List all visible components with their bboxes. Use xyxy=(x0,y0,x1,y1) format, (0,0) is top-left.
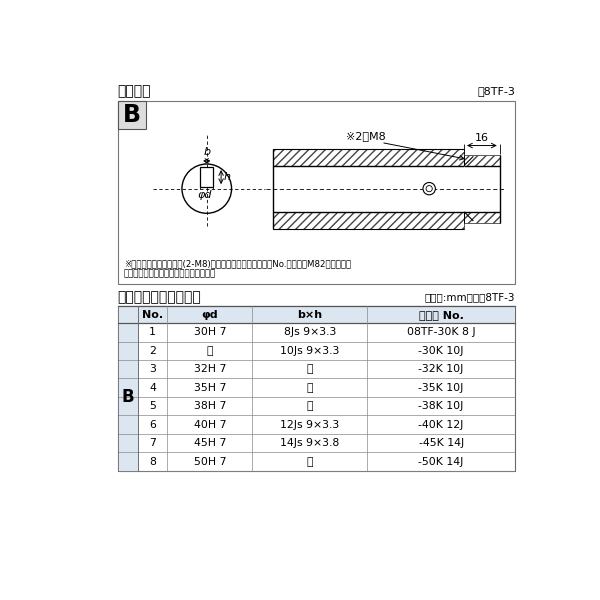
Bar xyxy=(464,166,500,212)
Bar xyxy=(464,212,500,223)
Text: 08TF-30K 8 J: 08TF-30K 8 J xyxy=(407,327,476,337)
Text: 50H 7: 50H 7 xyxy=(194,457,226,467)
Text: No.: No. xyxy=(142,310,163,320)
Text: φd: φd xyxy=(197,190,212,200)
Bar xyxy=(464,155,500,166)
Text: 軸穴形状: 軸穴形状 xyxy=(118,84,151,98)
Text: 軸穴形状コード一覧表: 軸穴形状コード一覧表 xyxy=(118,290,202,304)
Text: 32H 7: 32H 7 xyxy=(194,364,226,374)
Bar xyxy=(138,360,515,379)
Bar xyxy=(138,306,515,323)
Text: b×h: b×h xyxy=(297,310,322,320)
Text: 〃: 〃 xyxy=(307,401,313,411)
Text: 図8TF-3: 図8TF-3 xyxy=(478,86,515,96)
Bar xyxy=(138,379,515,397)
Text: -35K 10J: -35K 10J xyxy=(419,383,464,392)
Text: コード No.: コード No. xyxy=(419,310,464,320)
Circle shape xyxy=(423,182,436,195)
Bar xyxy=(118,101,146,129)
Bar xyxy=(118,101,515,284)
Bar xyxy=(138,341,515,360)
Bar xyxy=(138,415,515,434)
Text: -38K 10J: -38K 10J xyxy=(419,401,464,411)
Text: -32K 10J: -32K 10J xyxy=(419,364,464,374)
Text: 2: 2 xyxy=(149,346,156,356)
Text: 12Js 9×3.3: 12Js 9×3.3 xyxy=(280,419,340,430)
Text: 〃: 〃 xyxy=(206,346,213,356)
Text: 45H 7: 45H 7 xyxy=(194,438,226,448)
Text: -40K 12J: -40K 12J xyxy=(419,419,464,430)
Text: 1: 1 xyxy=(149,327,156,337)
Text: -50K 14J: -50K 14J xyxy=(419,457,464,467)
Text: 35H 7: 35H 7 xyxy=(194,383,226,392)
Bar xyxy=(118,306,515,471)
Text: （単位:mm）　表8TF-3: （単位:mm） 表8TF-3 xyxy=(425,292,515,302)
Text: 4: 4 xyxy=(149,383,156,392)
Text: -30K 10J: -30K 10J xyxy=(418,346,464,356)
Bar xyxy=(138,434,515,452)
Text: ※セットボルト用タップ(2-M8)が必要な場合は右記コードNo.の末尾にM82を付ける。: ※セットボルト用タップ(2-M8)が必要な場合は右記コードNo.の末尾にM82を… xyxy=(124,259,351,268)
Text: 7: 7 xyxy=(149,438,156,448)
Text: φd: φd xyxy=(202,310,218,320)
Text: 14Js 9×3.8: 14Js 9×3.8 xyxy=(280,438,340,448)
Text: ※2－M8: ※2－M8 xyxy=(346,131,386,141)
Text: 6: 6 xyxy=(149,419,156,430)
Text: 〃: 〃 xyxy=(307,457,313,467)
Bar xyxy=(138,323,515,341)
Text: 30H 7: 30H 7 xyxy=(194,327,226,337)
Text: 40H 7: 40H 7 xyxy=(194,419,226,430)
Text: 8: 8 xyxy=(149,457,156,467)
Text: 16: 16 xyxy=(475,133,489,143)
Circle shape xyxy=(182,164,232,213)
Text: B: B xyxy=(121,388,134,406)
Text: 10Js 9×3.3: 10Js 9×3.3 xyxy=(280,346,340,356)
Bar xyxy=(138,397,515,415)
Text: h: h xyxy=(223,172,230,182)
Bar xyxy=(118,306,138,471)
Bar xyxy=(272,212,464,229)
Bar xyxy=(272,149,464,166)
Text: b: b xyxy=(203,147,211,157)
Text: 38H 7: 38H 7 xyxy=(194,401,226,411)
Bar xyxy=(272,166,464,212)
Text: （セットボルトは付属されています。）: （セットボルトは付属されています。） xyxy=(124,269,216,278)
Text: 3: 3 xyxy=(149,364,156,374)
Text: B: B xyxy=(122,103,140,127)
Bar xyxy=(200,167,214,187)
Text: 〃: 〃 xyxy=(307,364,313,374)
Text: 〃: 〃 xyxy=(307,383,313,392)
Text: 8Js 9×3.3: 8Js 9×3.3 xyxy=(284,327,336,337)
Text: 5: 5 xyxy=(149,401,156,411)
Bar xyxy=(138,452,515,471)
Text: -45K 14J: -45K 14J xyxy=(419,438,464,448)
